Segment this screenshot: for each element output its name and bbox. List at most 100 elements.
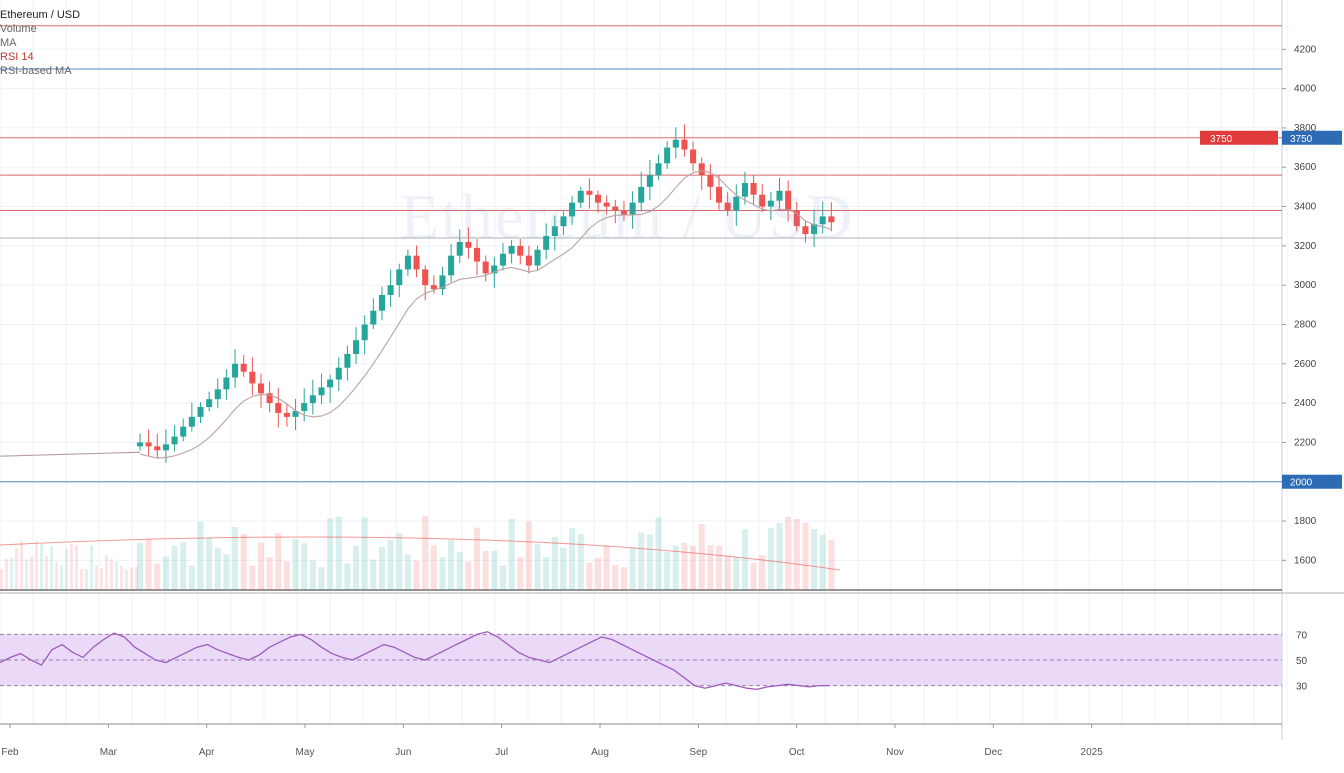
volume-bar — [40, 543, 43, 590]
countdown-tag: 3750 — [1210, 134, 1233, 145]
candle-body — [413, 255, 420, 270]
candle-body — [517, 245, 524, 256]
volume-bar — [413, 560, 420, 590]
volume-bar — [404, 554, 411, 590]
candle-body — [499, 253, 506, 266]
volume-bar — [60, 565, 63, 590]
volume-bar — [396, 533, 403, 590]
candle-body — [620, 210, 627, 215]
volume-bar — [55, 562, 58, 590]
volume-bar — [430, 545, 437, 590]
x-tick-label: Oct — [789, 747, 805, 758]
candle-body — [733, 196, 740, 211]
candle-body — [776, 190, 783, 201]
moving-average-line — [139, 170, 832, 459]
volume-bar — [266, 557, 273, 590]
candle-body — [802, 226, 809, 235]
volume-bar — [819, 534, 826, 590]
volume-bar — [595, 557, 602, 590]
y-tick-label: 1800 — [1294, 516, 1317, 527]
candle-body — [569, 202, 576, 217]
volume-bar — [240, 533, 247, 590]
volume-bar — [577, 534, 584, 590]
volume-bar — [750, 562, 757, 590]
volume-bar — [232, 527, 239, 590]
volume-bar — [724, 555, 731, 590]
candle-body — [318, 387, 325, 396]
volume-bar — [223, 554, 230, 590]
candle-body — [551, 226, 558, 237]
volume-bar — [120, 565, 123, 590]
volume-bar — [569, 528, 576, 590]
volume-bar — [301, 543, 308, 590]
candle-body — [491, 265, 498, 274]
volume-bar — [257, 542, 265, 590]
volume-bar — [793, 519, 800, 590]
candle-body — [249, 371, 256, 384]
volume-bar — [551, 536, 558, 590]
candle-body — [188, 416, 195, 427]
volume-bar — [620, 567, 627, 590]
candle-body — [664, 147, 671, 164]
candle-body — [612, 206, 619, 211]
candle-body — [404, 255, 411, 270]
y-tick-label: 3800 — [1294, 123, 1317, 134]
candle-body — [508, 245, 515, 254]
volume-bar — [638, 532, 645, 590]
volume-bar — [482, 550, 489, 590]
candle-body — [361, 324, 368, 341]
volume-bar — [603, 545, 610, 590]
volume-bar — [378, 546, 385, 590]
countdown-tag-bg — [1200, 130, 1278, 145]
candle-body — [240, 363, 247, 372]
candle-body — [793, 210, 800, 227]
volume-bar — [75, 545, 78, 590]
volume-bar — [586, 562, 593, 590]
volume-bar — [100, 568, 103, 590]
candle-body — [560, 216, 567, 227]
volume-bar — [275, 533, 282, 590]
x-tick-label: May — [296, 747, 315, 758]
legend-title: Ethereum / USD — [0, 9, 81, 21]
volume-bar — [25, 559, 28, 590]
volume-bar — [188, 565, 195, 590]
y-tick-label: 2200 — [1294, 437, 1317, 448]
x-tick-label: Nov — [886, 747, 904, 758]
volume-bar — [456, 551, 463, 590]
volume-bar — [422, 515, 429, 590]
y-tick-label: 4000 — [1294, 84, 1317, 95]
y-tick-label: 3000 — [1294, 280, 1317, 291]
candle-body — [750, 182, 757, 195]
volume-bar — [45, 555, 48, 590]
volume-bar — [15, 547, 18, 590]
moving-average-lead — [0, 451, 141, 457]
candle-body — [396, 269, 403, 286]
legend-line3: RSI 14 — [0, 51, 34, 63]
volume-bar — [370, 559, 377, 590]
watermark: Ethereum / USD — [400, 181, 855, 252]
x-tick-label: 2025 — [1081, 747, 1104, 758]
volume-bar — [154, 563, 161, 590]
volume-bar — [249, 565, 256, 590]
x-tick-label: Jun — [395, 747, 411, 758]
volume-bar — [344, 563, 351, 590]
volume-bar — [353, 545, 360, 590]
volume-bar — [283, 561, 290, 590]
volume-bar — [309, 560, 316, 590]
y-tick-label: 2600 — [1294, 359, 1317, 370]
volume-bar — [534, 544, 541, 590]
current-price-tag-bg — [1282, 474, 1342, 489]
volume-bar — [525, 521, 532, 590]
volume-bar — [655, 517, 662, 590]
volume-bar — [105, 555, 108, 590]
volume-bar — [776, 522, 783, 590]
x-tick-label: Dec — [984, 747, 1002, 758]
candle-body — [595, 194, 602, 203]
volume-bar — [214, 547, 221, 590]
volume-bar — [292, 539, 299, 590]
legend-line4: RSI-based MA — [0, 65, 72, 77]
volume-bar — [136, 543, 144, 590]
volume-bar — [180, 542, 187, 590]
